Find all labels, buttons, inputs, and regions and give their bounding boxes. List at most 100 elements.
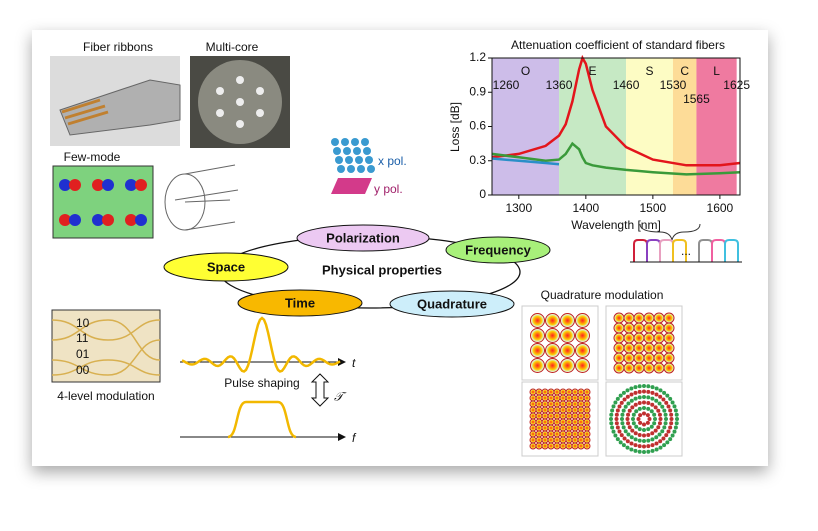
symbol — [609, 412, 614, 417]
symbol — [646, 432, 651, 437]
caption: Multi-core — [206, 40, 259, 54]
property-node — [296, 224, 430, 252]
pol-dot — [367, 165, 375, 173]
symbol — [577, 406, 585, 414]
symbol — [646, 389, 651, 394]
symbol — [559, 424, 567, 432]
symbol — [545, 358, 560, 373]
symbol — [583, 442, 591, 450]
symbol — [577, 394, 585, 402]
symbol — [662, 408, 667, 413]
channel-comb — [630, 239, 742, 263]
symbol — [529, 424, 537, 432]
symbol — [553, 406, 561, 414]
mode-lobe — [125, 214, 137, 226]
plot-frame — [491, 57, 741, 196]
symbol — [611, 404, 616, 409]
symbol — [529, 394, 537, 402]
symbol — [654, 392, 659, 397]
symbol — [622, 436, 627, 441]
symbol — [642, 384, 646, 388]
symbol — [613, 352, 625, 364]
pol-dot — [337, 165, 345, 173]
symbol — [565, 424, 573, 432]
symbol — [636, 417, 641, 421]
symbol — [613, 312, 625, 324]
symbol — [559, 436, 567, 444]
symbol — [625, 388, 630, 393]
symbol — [615, 408, 620, 413]
symbol — [571, 412, 579, 420]
symbol — [662, 443, 667, 448]
symbol — [669, 421, 674, 426]
symbol — [617, 429, 622, 434]
symbol — [669, 412, 674, 417]
band-edge: 1460 — [613, 78, 640, 92]
symbol — [621, 425, 626, 430]
symbol — [662, 425, 667, 430]
symbol — [654, 441, 659, 446]
symbol — [535, 394, 543, 402]
symbol — [672, 404, 677, 409]
symbol — [629, 398, 634, 403]
level-label: 11 — [76, 331, 89, 345]
symbol — [529, 406, 537, 414]
symbol — [541, 430, 549, 438]
symbol — [571, 436, 579, 444]
symbol — [547, 394, 555, 402]
mode-lobe — [125, 179, 137, 191]
symbol — [614, 412, 619, 417]
symbol — [547, 430, 555, 438]
y-tick-label: 0.9 — [469, 84, 486, 98]
symbol — [661, 397, 666, 402]
symbol — [637, 406, 642, 411]
chart-title: Attenuation coefficient of standard fibe… — [511, 38, 725, 52]
symbol — [633, 312, 645, 324]
symbol — [529, 442, 537, 450]
symbol — [633, 431, 638, 436]
symbol — [663, 362, 675, 374]
symbol — [646, 401, 651, 406]
symbol — [541, 442, 549, 450]
symbol — [642, 450, 646, 454]
symbol — [613, 322, 625, 334]
channel — [724, 239, 739, 262]
symbol — [629, 447, 634, 452]
symbol — [541, 406, 549, 414]
symbol — [658, 417, 663, 421]
symbol — [545, 313, 560, 328]
symbol — [611, 429, 616, 434]
symbol — [559, 418, 567, 426]
symbol — [625, 394, 630, 399]
symbol — [642, 433, 646, 438]
symbol — [559, 388, 567, 396]
symbol — [646, 384, 651, 389]
symbol — [630, 428, 635, 433]
symbol — [565, 412, 573, 420]
band-edge: 1565 — [683, 92, 710, 106]
symbol — [530, 343, 545, 358]
x-axis-label: Wavelength [nm] — [571, 218, 661, 232]
mode-lobe — [92, 214, 104, 226]
pol-dot — [343, 147, 351, 155]
symbol — [530, 358, 545, 373]
symbol — [613, 332, 625, 344]
symbol — [626, 412, 631, 417]
symbol — [565, 400, 573, 408]
symbol — [571, 424, 579, 432]
symbol — [560, 343, 575, 358]
symbol — [613, 342, 625, 354]
pol-dot — [331, 138, 339, 146]
symbol — [661, 436, 666, 441]
symbol — [529, 418, 537, 426]
symbol — [622, 397, 627, 402]
symbol — [621, 408, 626, 413]
symbol — [669, 417, 674, 421]
symbol — [645, 420, 650, 425]
x-tick-label: 1400 — [572, 201, 599, 215]
symbol — [642, 422, 646, 427]
symbol — [663, 412, 668, 417]
symbol — [623, 429, 628, 434]
symbol — [575, 358, 590, 373]
